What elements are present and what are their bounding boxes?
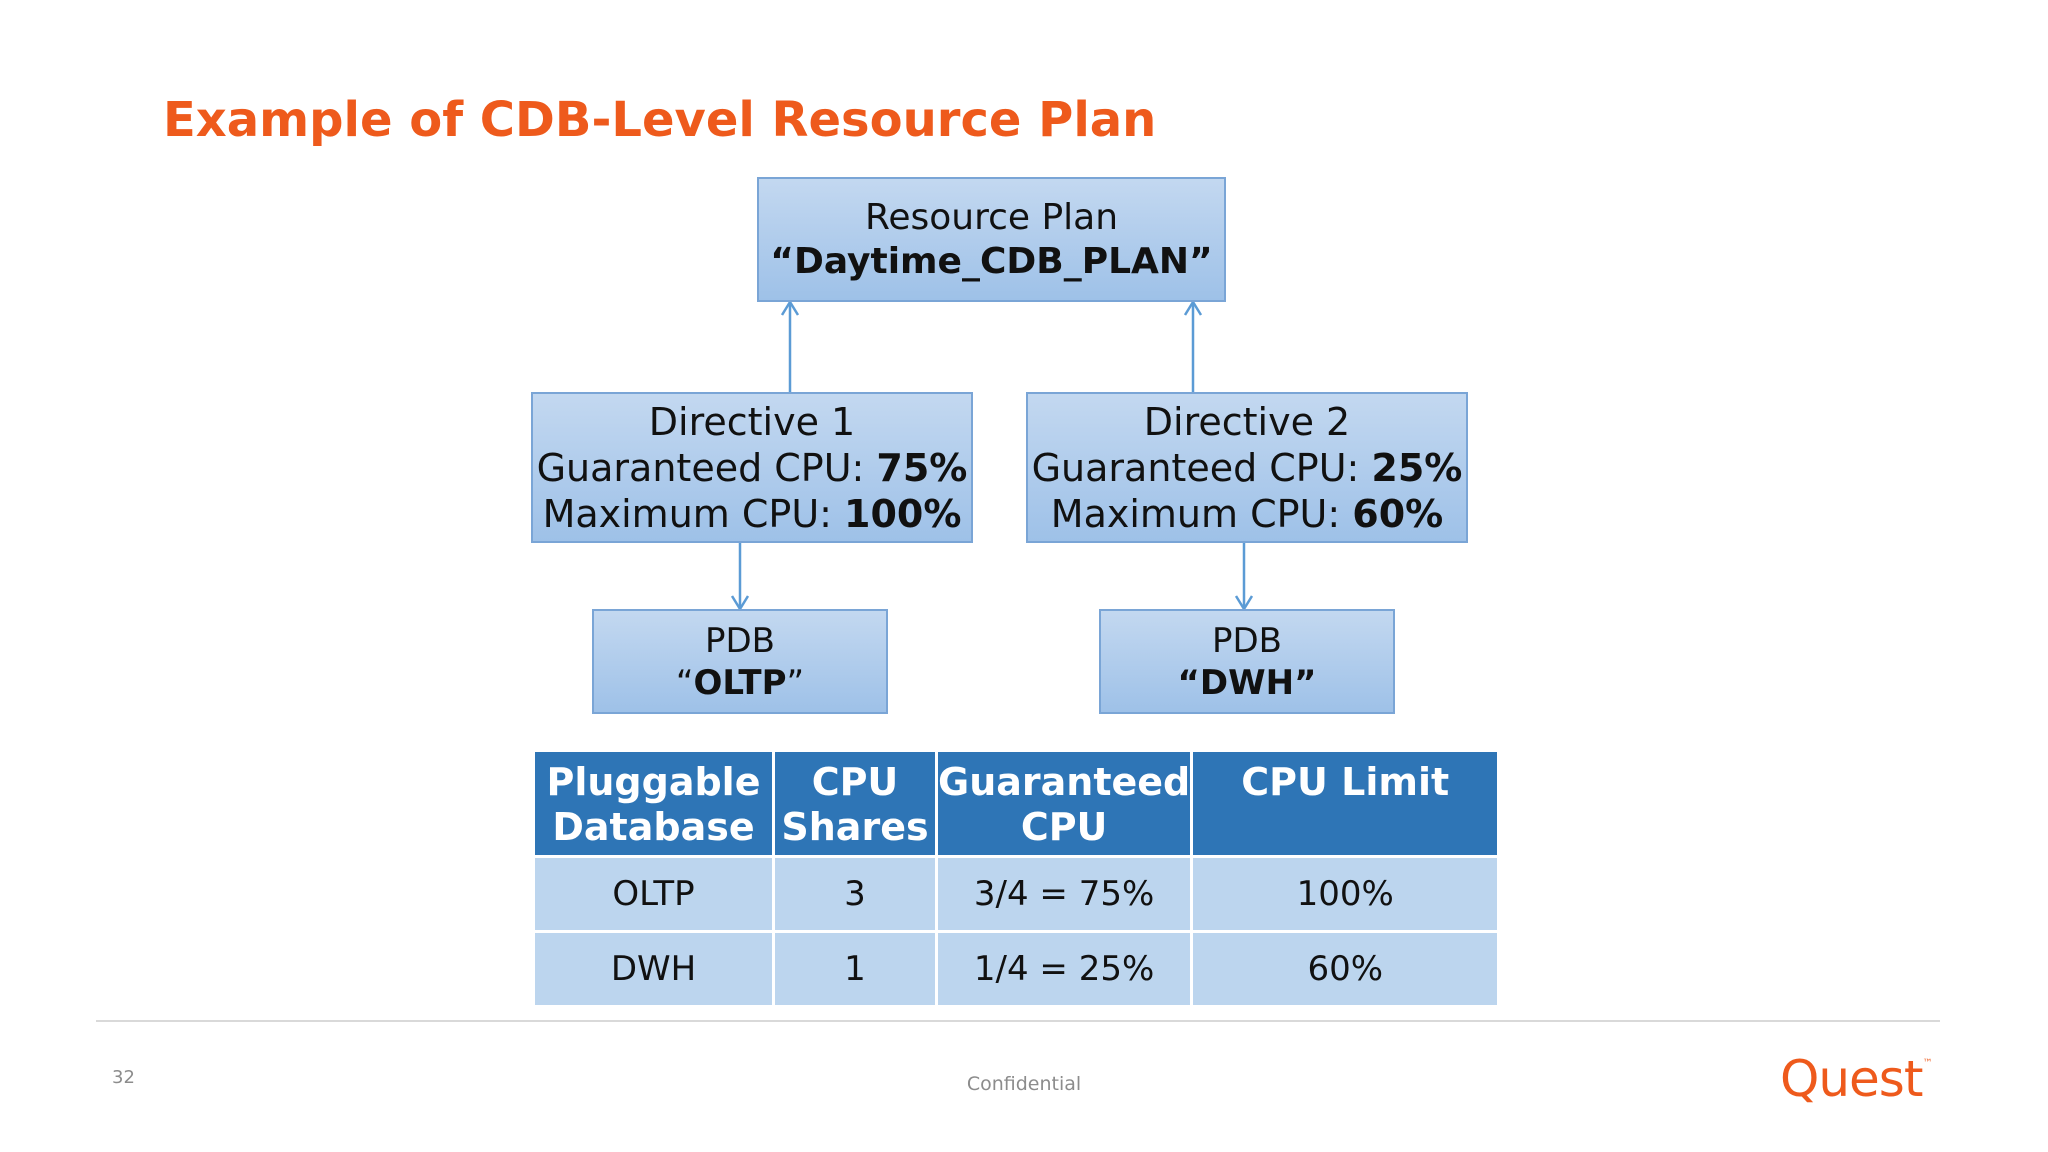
pdb-dwh-close-quote: ” [1294,662,1317,703]
resource-plan-box: Resource Plan “Daytime_CDB_PLAN” [757,177,1226,302]
directive-1-max-value: 100% [844,491,962,536]
directive-2-guaranteed-label: Guaranteed CPU: [1031,445,1372,490]
header-pluggable-database: Pluggable Database [532,749,775,858]
pdb-dwh-box: PDB “DWH” [1099,609,1395,714]
cell-database: OLTP [532,855,775,933]
cell-cpu-shares: 3 [772,855,938,933]
footer-divider [96,1020,1940,1022]
resource-plan-name: “Daytime_CDB_PLAN” [770,240,1213,282]
directive-1-guaranteed: Guaranteed CPU: 75% [533,445,971,491]
quest-logo: Quest™ [1780,1050,1932,1108]
directive-2-max-value: 60% [1352,491,1444,536]
pdb-oltp-open-quote: “ [675,662,694,703]
pdb-dwh-name: DWH [1199,662,1295,703]
pdb-oltp-close-quote: ” [786,662,805,703]
directive-1-maximum: Maximum CPU: 100% [533,491,971,537]
cell-cpu-limit: 60% [1190,930,1501,1008]
page-number: 32 [112,1067,135,1088]
cpu-allocation-table: Pluggable Database CPU Shares Guaranteed CP… [532,749,1501,1008]
pdb-oltp-box: PDB “OLTP” [592,609,888,714]
slide-title: Example of CDB-Level Resource Plan [163,92,1157,148]
arrowhead-plan-left [780,299,800,316]
header-cpu-shares: CPU Shares [772,749,938,858]
directive-2-guaranteed: Guaranteed CPU: 25% [1028,445,1466,491]
directive-2-box: Directive 2 Guaranteed CPU: 25% Maximum … [1026,392,1468,543]
header-guaranteed-cpu: Guaranteed CPU [934,749,1194,858]
resource-plan-label: Resource Plan [864,196,1119,238]
pdb-dwh-name-line: “DWH” [1101,662,1393,704]
table-header-row: Pluggable Database CPU Shares Guaranteed CP… [532,749,1501,858]
pdb-oltp-name-line: “OLTP” [594,662,886,704]
cell-cpu-shares: 1 [772,930,938,1008]
cell-cpu-limit: 100% [1190,855,1501,933]
header-cpu-limit: CPU Limit [1190,749,1501,858]
cell-guaranteed-cpu: 1/4 = 25% [934,930,1194,1008]
directive-1-guaranteed-label: Guaranteed CPU: [536,445,877,490]
directive-2-title: Directive 2 [1143,399,1351,444]
pdb-dwh-label: PDB [1211,620,1282,661]
confidential-label: Confidential [966,1073,1082,1095]
cell-guaranteed-cpu: 3/4 = 75% [934,855,1194,933]
directive-1-title: Directive 1 [648,399,856,444]
directive-2-maximum: Maximum CPU: 60% [1028,491,1466,537]
directive-2-max-label: Maximum CPU: [1050,491,1353,536]
pdb-dwh-open-quote: “ [1177,662,1200,703]
table-row: OLTP 3 3/4 = 75% 100% [532,855,1501,933]
directive-1-box: Directive 1 Guaranteed CPU: 75% Maximum … [531,392,973,543]
directive-2-guaranteed-value: 25% [1371,445,1463,490]
arrowhead-plan-right [1183,299,1203,316]
pdb-oltp-label: PDB [704,620,775,661]
table-row: DWH 1 1/4 = 25% 60% [532,930,1501,1008]
directive-1-guaranteed-value: 75% [876,445,968,490]
cell-database: DWH [532,930,775,1008]
directive-1-max-label: Maximum CPU: [542,491,845,536]
pdb-oltp-name: OLTP [693,662,787,703]
